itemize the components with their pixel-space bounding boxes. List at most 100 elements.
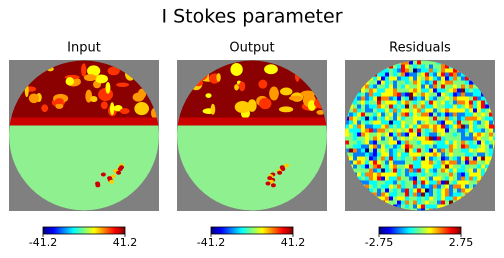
map-cell (389, 92, 393, 97)
map-cell (445, 196, 449, 201)
map-cell (393, 156, 397, 161)
map-cell (393, 136, 397, 141)
map-cell (429, 192, 433, 197)
map-cell (433, 76, 437, 81)
map-cell (457, 164, 461, 169)
map-cell (441, 84, 445, 89)
map-cell (457, 128, 461, 133)
map-cell (365, 168, 369, 173)
map-cell (493, 132, 495, 137)
map-cell (493, 140, 495, 145)
map-cell (493, 128, 495, 133)
map-cell (417, 136, 421, 141)
map-cell (417, 192, 421, 197)
map-cell (449, 168, 453, 173)
map-cell (385, 180, 389, 185)
map-cell (401, 120, 405, 125)
map-cell (437, 84, 441, 89)
map-cell (417, 176, 421, 181)
map-cell (469, 144, 473, 149)
map-cell (469, 104, 473, 109)
map-cell (401, 60, 405, 65)
map-cell (401, 144, 405, 149)
map-cell (457, 112, 461, 117)
map-cell (413, 60, 417, 65)
map-cell (385, 136, 389, 141)
map-cell (409, 92, 413, 97)
map-cell (385, 112, 389, 117)
map-cell (441, 112, 445, 117)
map-cell (461, 120, 465, 125)
map-cell (461, 112, 465, 117)
map-cell (445, 128, 449, 133)
map-cell (373, 112, 377, 117)
map-cell (413, 80, 417, 85)
map-cell (393, 116, 397, 121)
map-cell (473, 176, 477, 181)
map-cell (377, 88, 381, 93)
map-cell (405, 140, 409, 145)
map-cell (377, 124, 381, 129)
map-blob (98, 87, 114, 102)
map-stripe (9, 117, 159, 126)
map-cell (393, 140, 397, 145)
map-cell (429, 136, 433, 141)
map-cell (421, 152, 425, 157)
map-blob (270, 183, 276, 188)
map-cell (453, 96, 457, 101)
map-cell (473, 152, 477, 157)
colorbar-tick-label: 41.2 (281, 236, 306, 249)
map-cell (389, 132, 393, 137)
map-cell (409, 124, 413, 129)
map-cell (405, 112, 409, 117)
map-cell (397, 140, 401, 145)
map-cell (401, 68, 405, 73)
map-cell (425, 176, 429, 181)
map-cell (377, 72, 381, 77)
map-cell (385, 108, 389, 113)
map-cell (429, 184, 433, 189)
map-cell (413, 68, 417, 73)
map-cell (473, 164, 477, 169)
map-cell (449, 136, 453, 141)
map-cell (461, 88, 465, 93)
map-cell (413, 64, 417, 69)
map-cell (361, 92, 365, 97)
map-cell (401, 160, 405, 165)
map-cell (357, 140, 361, 145)
map-blob (110, 174, 116, 179)
map-cell (433, 120, 437, 125)
map-blob (288, 95, 303, 101)
map-cell (453, 140, 457, 145)
map-cell (353, 108, 357, 113)
map-cell (357, 132, 361, 137)
map-cell (469, 160, 473, 165)
map-cell (353, 160, 357, 165)
map-cell (373, 88, 377, 93)
map-cell (461, 148, 465, 153)
map-cell (453, 148, 457, 153)
map-cell (449, 116, 453, 121)
map-cell (401, 108, 405, 113)
map-cell (357, 156, 361, 161)
map-cell (437, 68, 441, 73)
map-cell (445, 168, 449, 173)
map-cell (397, 184, 401, 189)
map-cell (349, 112, 353, 117)
map-cell (393, 80, 397, 85)
map-cell (349, 128, 353, 133)
map-cell (441, 76, 445, 81)
map-cell (465, 148, 469, 153)
map-cell (453, 104, 457, 109)
map-cell (477, 120, 481, 125)
map-cell (481, 116, 485, 121)
map-cell (477, 92, 481, 97)
map-cell (377, 164, 381, 169)
map-cell (481, 160, 485, 165)
map-cell (397, 136, 401, 141)
map-cell (469, 136, 473, 141)
map-cell (393, 64, 397, 69)
map-cell (457, 156, 461, 161)
map-cell (445, 84, 449, 89)
map-cell (401, 116, 405, 121)
